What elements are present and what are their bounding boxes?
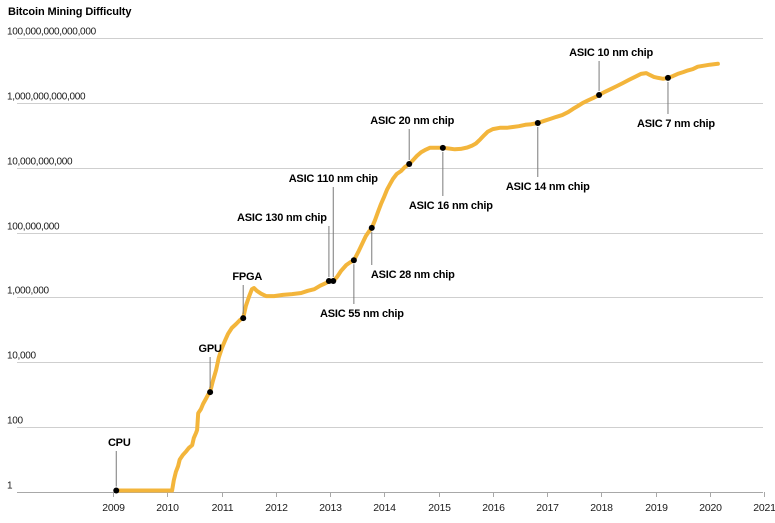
annotation-dot bbox=[439, 144, 446, 151]
chart-title: Bitcoin Mining Difficulty bbox=[8, 6, 132, 18]
annotation-label: ASIC 10 nm chip bbox=[569, 47, 653, 59]
x-axis-label: 2011 bbox=[212, 502, 234, 514]
annotation-dot bbox=[113, 487, 120, 494]
x-axis-label: 2020 bbox=[699, 502, 722, 514]
annotation-label: ASIC 16 nm chip bbox=[409, 200, 493, 212]
annotation-label: ASIC 130 nm chip bbox=[237, 212, 327, 224]
x-axis-label: 2021 bbox=[753, 502, 775, 514]
annotation-label: ASIC 14 nm chip bbox=[506, 181, 590, 193]
x-axis-label: 2014 bbox=[373, 502, 396, 514]
annotation-dot bbox=[240, 315, 247, 322]
x-axis-label: 2012 bbox=[265, 502, 288, 514]
x-axis-label: 2013 bbox=[319, 502, 342, 514]
annotation-label: ASIC 28 nm chip bbox=[371, 269, 455, 281]
annotation-label: GPU bbox=[198, 343, 221, 355]
annotation-label: CPU bbox=[108, 437, 131, 449]
annotation-label: FPGA bbox=[232, 271, 262, 283]
annotation-dot bbox=[534, 119, 541, 126]
y-axis-label: 100 bbox=[7, 416, 24, 427]
annotation-label: ASIC 55 nm chip bbox=[320, 308, 404, 320]
annotation-dot bbox=[330, 278, 337, 285]
x-axis-label: 2017 bbox=[536, 502, 559, 514]
annotation-dot bbox=[664, 74, 671, 81]
y-axis-label: 100,000,000 bbox=[7, 222, 60, 233]
annotation-dot bbox=[207, 389, 214, 396]
annotation-label: ASIC 20 nm chip bbox=[370, 115, 454, 127]
annotation-label: ASIC 110 nm chip bbox=[289, 173, 379, 185]
difficulty-line bbox=[114, 61, 720, 493]
x-axis-label: 2009 bbox=[102, 502, 125, 514]
x-axis-label: 2016 bbox=[482, 502, 505, 514]
y-axis-label: 1,000,000 bbox=[7, 286, 50, 297]
y-axis-label: 10,000 bbox=[7, 351, 37, 362]
annotation-dot bbox=[350, 257, 357, 264]
annotation-dot bbox=[406, 161, 413, 168]
annotation-dot bbox=[325, 278, 332, 285]
x-axis-label: 2019 bbox=[645, 502, 668, 514]
annotation-dot bbox=[368, 224, 375, 231]
annotation-dot bbox=[596, 91, 603, 98]
y-axis-label: 1,000,000,000,000 bbox=[7, 92, 86, 103]
y-axis-label: 100,000,000,000,000 bbox=[7, 27, 97, 38]
x-axis-label: 2018 bbox=[590, 502, 613, 514]
y-axis-label: 1 bbox=[7, 481, 13, 492]
x-axis-label: 2015 bbox=[428, 502, 451, 514]
annotation-label: ASIC 7 nm chip bbox=[637, 118, 715, 130]
y-axis-label: 10,000,000,000 bbox=[7, 157, 73, 168]
x-axis-label: 2010 bbox=[156, 502, 179, 514]
